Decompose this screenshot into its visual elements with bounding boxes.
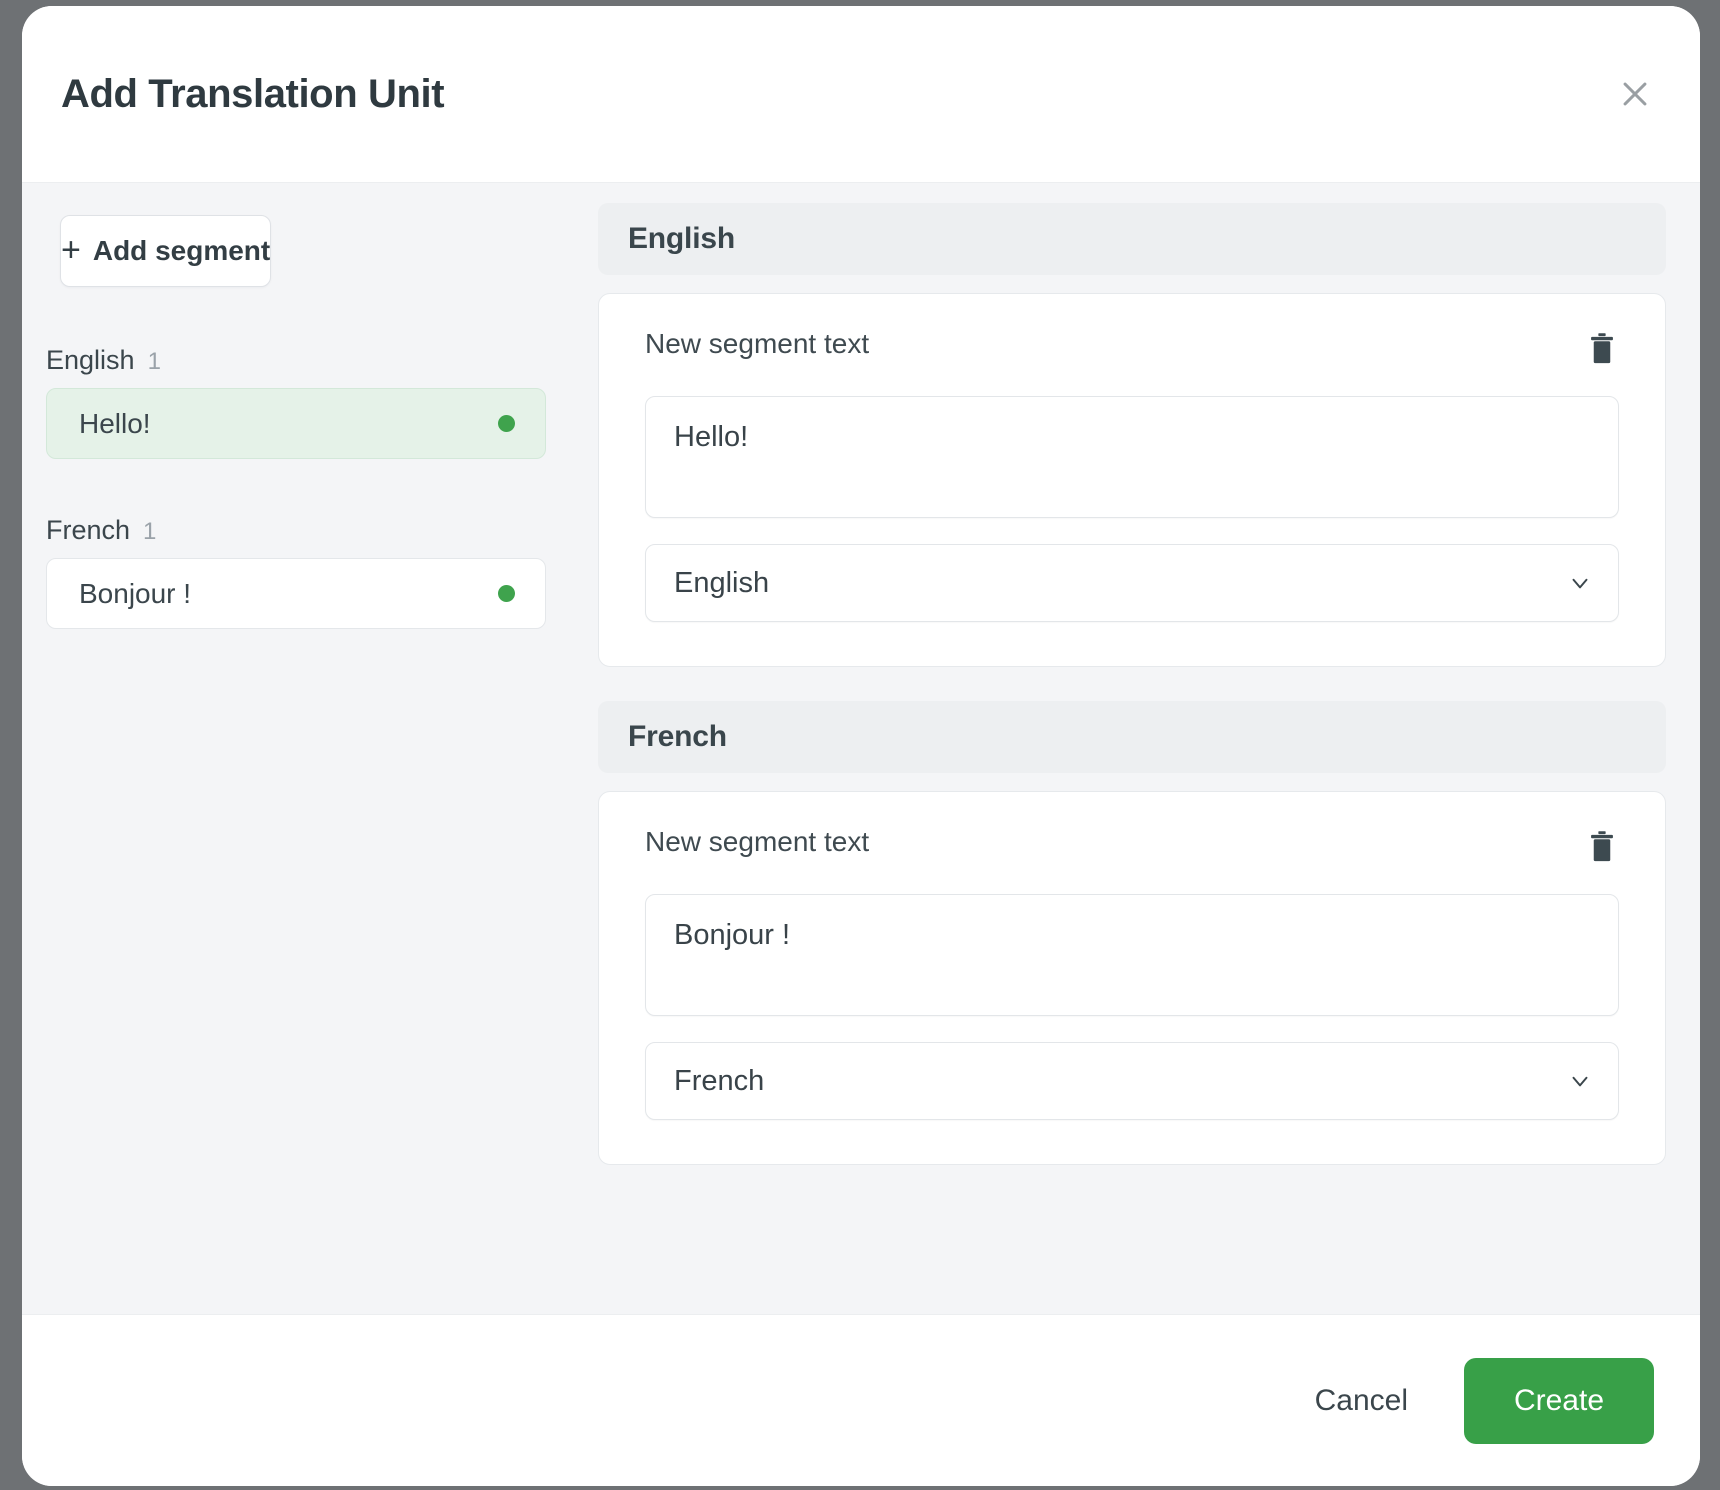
cancel-button[interactable]: Cancel (1305, 1370, 1418, 1432)
close-icon (1618, 77, 1652, 111)
sidebar-group-english: English 1 Hello! (22, 345, 582, 459)
section-header-french: French (598, 701, 1666, 773)
list-item[interactable]: Hello! (46, 388, 546, 459)
language-select-wrap: English (645, 544, 1619, 622)
section-header-english: English (598, 203, 1666, 275)
segments-sidebar: + Add segment English 1 Hello! French 1 (22, 183, 582, 629)
sidebar-group-label: French 1 (46, 515, 582, 546)
delete-segment-button[interactable] (1585, 328, 1619, 370)
segment-card-label: New segment text (645, 328, 870, 359)
segment-item-text: Hello! (79, 407, 151, 439)
sidebar-group-language: English (46, 345, 135, 375)
segment-text-input[interactable] (645, 894, 1619, 1016)
segment-card-header: New segment text (645, 328, 1619, 370)
create-button[interactable]: Create (1464, 1357, 1654, 1444)
segment-card-label: New segment text (645, 826, 870, 857)
dialog-body: + Add segment English 1 Hello! French 1 (22, 183, 1700, 1314)
dialog-footer: Cancel Create (22, 1314, 1700, 1486)
page-title: Add Translation Unit (61, 71, 445, 116)
segment-card-english: New segment text (598, 293, 1666, 667)
trash-icon (1587, 332, 1617, 366)
close-button[interactable] (1608, 67, 1662, 121)
sidebar-group-french: French 1 Bonjour ! (22, 515, 582, 629)
segment-item-text: Bonjour ! (79, 577, 192, 609)
language-section-english: English New segment text (598, 203, 1666, 667)
delete-segment-button[interactable] (1585, 826, 1619, 868)
segments-editor: English New segment text (582, 183, 1700, 1165)
plus-icon: + (61, 231, 81, 269)
language-select[interactable]: French (645, 1042, 1619, 1120)
section-header-title: English (628, 222, 735, 255)
sidebar-group-label: English 1 (46, 345, 582, 376)
segment-card-header: New segment text (645, 826, 1619, 868)
status-dot-icon (498, 415, 515, 432)
language-section-french: French New segment text (598, 701, 1666, 1165)
list-item[interactable]: Bonjour ! (46, 558, 546, 629)
segment-card-french: New segment text (598, 791, 1666, 1165)
status-dot-icon (498, 585, 515, 602)
sidebar-group-count: 1 (143, 518, 157, 545)
section-header-title: French (628, 720, 727, 753)
trash-icon (1587, 830, 1617, 864)
sidebar-group-language: French (46, 515, 131, 545)
segment-text-input[interactable] (645, 396, 1619, 518)
add-segment-label: Add segment (92, 235, 271, 266)
add-translation-unit-dialog: Add Translation Unit + Add segment Engli… (22, 6, 1700, 1486)
add-segment-button[interactable]: + Add segment (60, 215, 272, 287)
language-select[interactable]: English (645, 544, 1619, 622)
sidebar-group-count: 1 (147, 348, 161, 375)
dialog-header: Add Translation Unit (22, 6, 1700, 183)
language-select-wrap: French (645, 1042, 1619, 1120)
